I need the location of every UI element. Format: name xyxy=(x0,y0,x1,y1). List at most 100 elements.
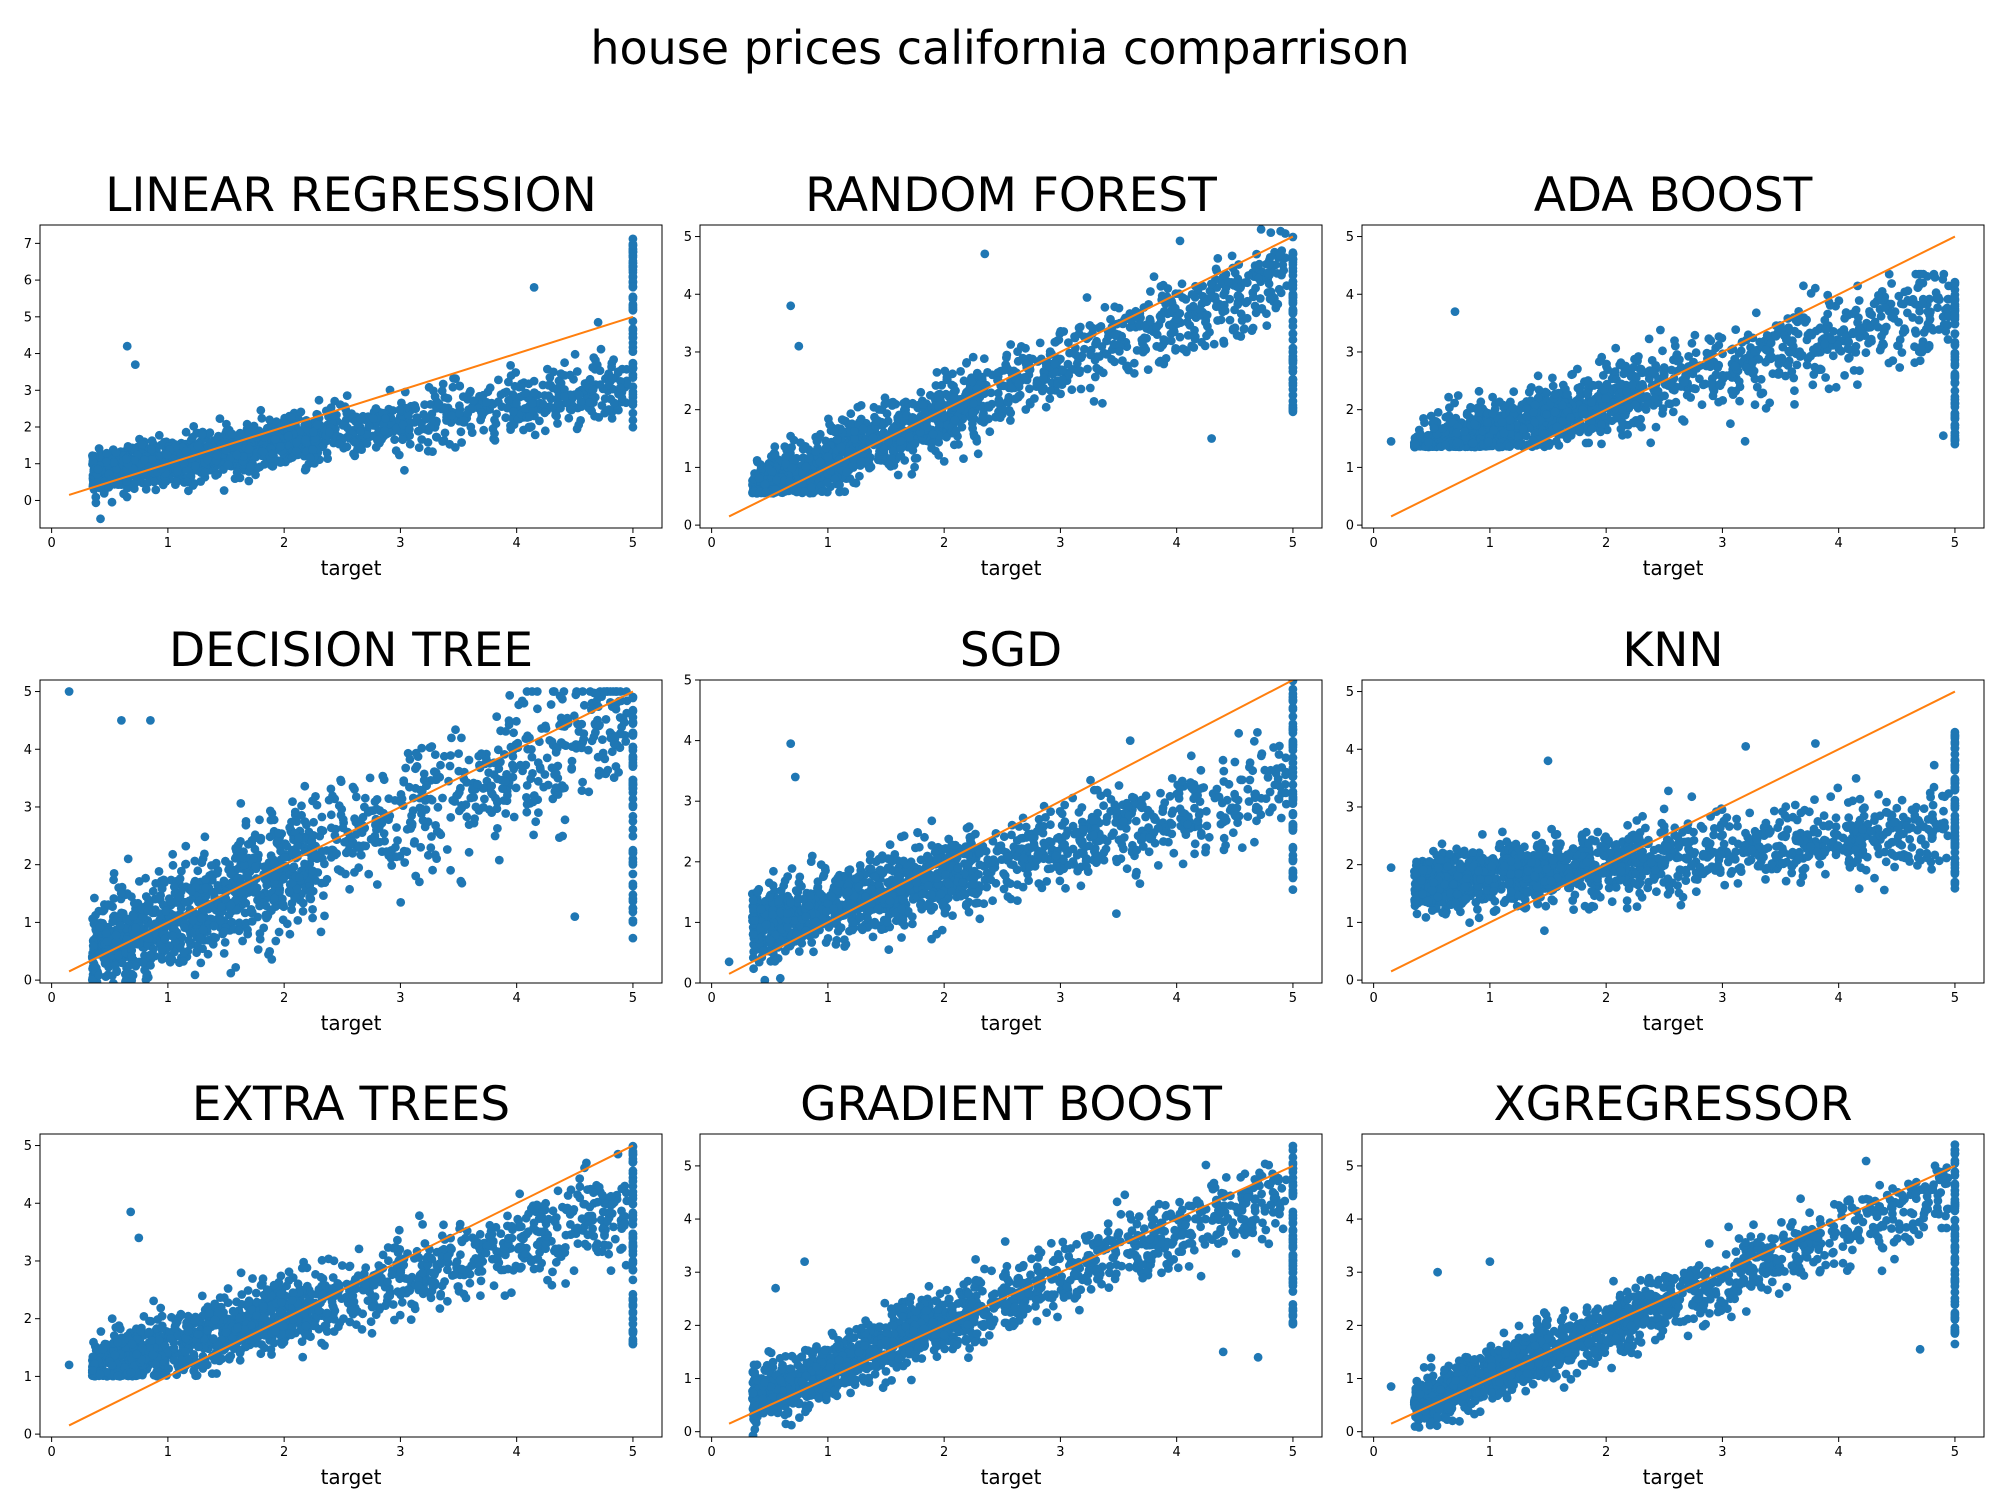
scatter-point xyxy=(1156,282,1166,291)
scatter-point xyxy=(1918,299,1927,309)
scatter-point xyxy=(879,444,889,454)
scatter-point xyxy=(770,442,780,452)
scatter-point xyxy=(1718,396,1728,405)
scatter-point xyxy=(939,457,949,466)
scatter-point xyxy=(1201,317,1210,327)
scatter-point xyxy=(231,963,241,972)
scatter-point xyxy=(607,373,617,383)
scatter-point xyxy=(1094,323,1104,333)
scatter-point xyxy=(1187,290,1197,299)
scatter-point xyxy=(999,366,1009,375)
scatter-point xyxy=(1950,436,1960,446)
scatter-point xyxy=(342,391,352,400)
scatter-point xyxy=(1583,389,1593,399)
scatter-point xyxy=(607,747,617,757)
scatter-point xyxy=(443,394,453,403)
scatter-point xyxy=(350,451,360,461)
scatter-point xyxy=(350,438,360,447)
scatter-point xyxy=(1173,315,1183,324)
scatter-point xyxy=(754,473,764,483)
scatter-point xyxy=(1209,339,1219,349)
scatter-point xyxy=(1489,425,1499,435)
scatter-point xyxy=(560,392,569,402)
scatter-point xyxy=(1689,384,1699,393)
scatter-point xyxy=(950,393,960,402)
scatter-point xyxy=(181,446,191,456)
scatter-point xyxy=(305,453,315,463)
x-tick-label: 0 xyxy=(707,536,715,551)
scatter-point xyxy=(1207,292,1216,301)
scatter-point xyxy=(908,398,918,408)
scatter-point xyxy=(1280,229,1290,238)
scatter-point xyxy=(522,807,532,817)
scatter-point xyxy=(896,436,906,446)
scatter-point xyxy=(1129,358,1139,368)
scatter-point xyxy=(1702,348,1712,358)
scatter-point xyxy=(849,478,859,488)
scatter-point xyxy=(1083,364,1092,374)
scatter-point xyxy=(1497,417,1507,427)
scatter-point xyxy=(628,303,638,313)
y-tick-label: 4 xyxy=(24,347,32,362)
scatter-point xyxy=(628,261,638,271)
scatter-point xyxy=(544,380,553,390)
scatter-point xyxy=(1627,380,1637,390)
scatter-point xyxy=(1879,340,1888,350)
scatter-point xyxy=(1441,412,1451,422)
x-tick-label: 1 xyxy=(1486,536,1494,551)
scatter-point xyxy=(1726,419,1735,429)
scatter-point xyxy=(242,419,252,429)
scatter-point xyxy=(628,252,638,262)
scatter-point xyxy=(940,366,950,376)
x-tick-label: 5 xyxy=(629,536,637,551)
scatter-point xyxy=(812,437,822,446)
scatter-point xyxy=(345,884,354,894)
scatter-point xyxy=(107,497,117,507)
scatter-point xyxy=(1265,253,1275,262)
x-axis-label: target xyxy=(1643,556,1704,580)
scatter-point xyxy=(1288,257,1298,267)
scatter-point xyxy=(1665,378,1675,388)
scatter-point xyxy=(450,443,460,452)
scatter-point xyxy=(1513,441,1523,450)
scatter-point xyxy=(1914,315,1924,325)
scatter-point xyxy=(1039,373,1048,383)
scatter-point xyxy=(910,462,919,472)
scatter-point xyxy=(572,367,582,376)
scatter-point xyxy=(1827,334,1836,344)
y-tick-label: 1 xyxy=(1346,461,1354,476)
scatter-point xyxy=(1734,377,1744,386)
scatter-point xyxy=(1767,352,1777,362)
scatter-point xyxy=(928,429,938,439)
scatter-point xyxy=(1874,291,1883,300)
scatter-point xyxy=(151,485,161,495)
scatter-point xyxy=(232,450,242,460)
scatter-point xyxy=(391,446,401,456)
scatter-point xyxy=(1762,331,1772,340)
x-tick-label: 1 xyxy=(164,536,172,551)
scatter-point xyxy=(880,393,890,403)
scatter-point xyxy=(1667,365,1676,375)
scatter-point xyxy=(1468,438,1478,448)
scatter-point xyxy=(1783,361,1793,370)
scatter-point xyxy=(845,447,854,456)
scatter-point xyxy=(154,867,164,876)
scatter-point xyxy=(292,438,301,448)
scatter-point xyxy=(1519,424,1528,434)
scatter-point xyxy=(154,430,164,440)
scatter-point xyxy=(1178,344,1188,354)
y-tick-label: 5 xyxy=(1346,230,1354,245)
scatter-point xyxy=(181,427,191,437)
scatter-point xyxy=(1910,342,1919,352)
scatter-point xyxy=(392,852,401,862)
scatter-point xyxy=(1035,338,1045,348)
scatter-point xyxy=(1714,332,1724,341)
scatter-point xyxy=(560,371,570,380)
scatter-point xyxy=(215,414,225,423)
scatter-point xyxy=(1045,394,1055,403)
scatter-point xyxy=(1829,327,1838,336)
scatter-point xyxy=(417,435,427,444)
scatter-point xyxy=(596,344,606,354)
